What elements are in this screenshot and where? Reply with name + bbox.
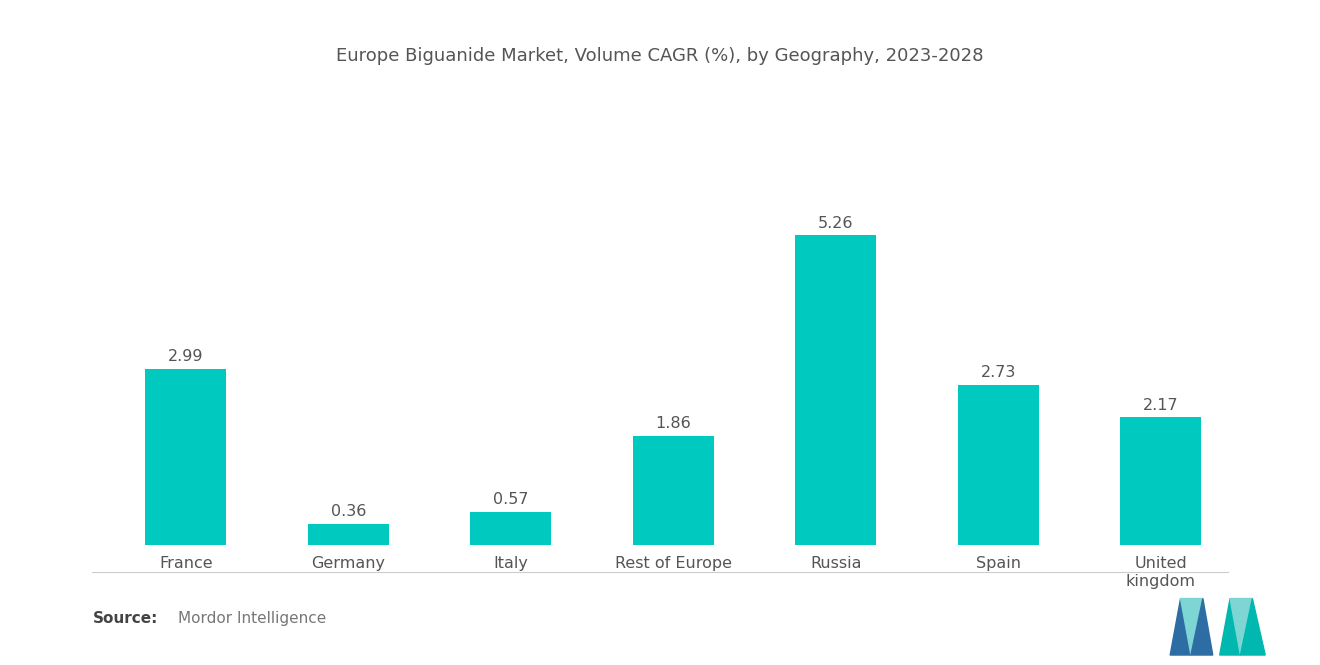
Text: 0.57: 0.57 — [492, 492, 528, 507]
Polygon shape — [1230, 598, 1253, 655]
Polygon shape — [1180, 598, 1203, 655]
Text: Mordor Intelligence: Mordor Intelligence — [178, 611, 326, 626]
Bar — [145, 369, 227, 545]
Text: 2.73: 2.73 — [981, 365, 1016, 380]
Polygon shape — [1171, 598, 1191, 655]
Text: Source:: Source: — [92, 611, 158, 626]
Polygon shape — [1220, 598, 1241, 655]
Bar — [470, 512, 552, 545]
Text: 1.86: 1.86 — [655, 416, 692, 431]
Bar — [308, 524, 389, 545]
Text: Europe Biguanide Market, Volume CAGR (%), by Geography, 2023-2028: Europe Biguanide Market, Volume CAGR (%)… — [337, 47, 983, 65]
Text: 0.36: 0.36 — [330, 504, 366, 519]
Bar — [957, 384, 1039, 545]
Text: 2.17: 2.17 — [1143, 398, 1179, 413]
Polygon shape — [1191, 598, 1213, 655]
Bar — [1119, 418, 1201, 545]
Text: 2.99: 2.99 — [168, 350, 203, 364]
Text: 5.26: 5.26 — [818, 215, 854, 231]
Bar — [632, 436, 714, 545]
Bar — [795, 235, 876, 545]
Polygon shape — [1241, 598, 1265, 655]
